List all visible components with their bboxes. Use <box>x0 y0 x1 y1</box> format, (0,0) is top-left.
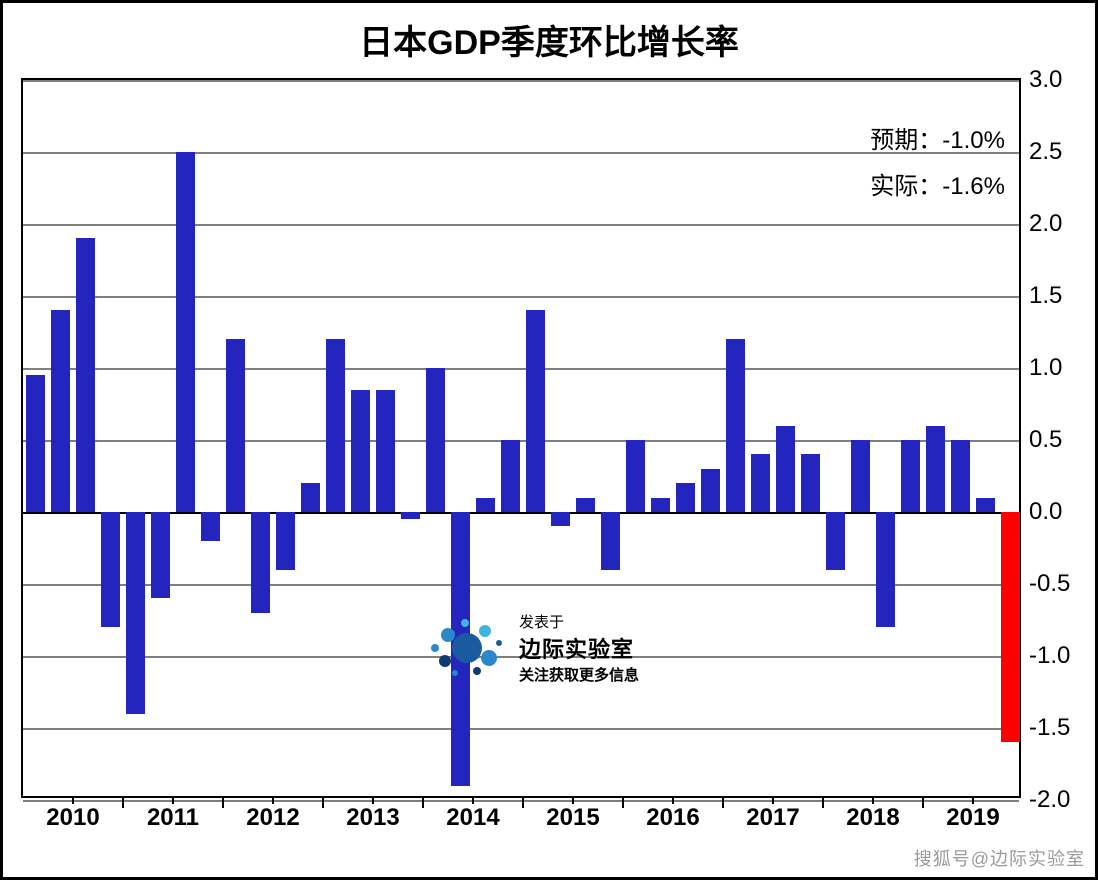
bar <box>951 440 971 512</box>
x-separator <box>522 796 524 808</box>
bar <box>401 512 421 519</box>
watermark-line1: 发表于 <box>519 611 639 632</box>
x-tick-label: 2012 <box>233 804 313 832</box>
x-tick-label: 2011 <box>133 804 213 832</box>
bar <box>376 390 396 512</box>
x-tick <box>472 796 474 804</box>
x-tick-label: 2019 <box>933 804 1013 832</box>
gridline <box>23 584 1019 586</box>
bar <box>301 483 321 512</box>
gridline <box>23 512 1019 514</box>
gridline <box>23 296 1019 298</box>
x-tick-label: 2018 <box>833 804 913 832</box>
bar <box>76 238 96 512</box>
bar <box>726 339 746 512</box>
y-tick-label: -1.5 <box>1029 714 1079 742</box>
bar <box>676 483 696 512</box>
x-tick <box>272 796 274 804</box>
x-tick-label: 2015 <box>533 804 613 832</box>
bar <box>626 440 646 512</box>
y-tick-label: -2.0 <box>1029 786 1079 814</box>
bar <box>251 512 271 613</box>
watermark-line2: 边际实验室 <box>519 632 639 664</box>
bar <box>426 368 446 512</box>
gridline <box>23 368 1019 370</box>
gridline <box>23 728 1019 730</box>
bar <box>326 339 346 512</box>
bar <box>601 512 621 570</box>
x-tick <box>572 796 574 804</box>
y-tick-label: 2.5 <box>1029 138 1079 166</box>
x-tick <box>372 796 374 804</box>
bar <box>851 440 871 512</box>
bar <box>476 498 496 512</box>
bar <box>51 310 71 512</box>
bar <box>576 498 596 512</box>
bar <box>501 440 521 512</box>
x-tick-label: 2016 <box>633 804 713 832</box>
bar <box>826 512 846 570</box>
x-separator <box>222 796 224 808</box>
bar <box>351 390 371 512</box>
x-tick <box>972 796 974 804</box>
chart-title: 日本GDP季度环比增长率 <box>3 15 1095 64</box>
x-tick-label: 2010 <box>33 804 113 832</box>
annotation-actual: 实际：-1.6% <box>870 164 1005 210</box>
annotation-expected: 预期：-1.0% <box>870 118 1005 164</box>
x-separator <box>322 796 324 808</box>
bar <box>901 440 921 512</box>
bar <box>976 498 996 512</box>
y-tick-label: 1.0 <box>1029 354 1079 382</box>
gridline <box>23 80 1019 82</box>
y-tick-label: -1.0 <box>1029 642 1079 670</box>
x-separator <box>422 796 424 808</box>
bar <box>926 426 946 512</box>
x-tick-label: 2013 <box>333 804 413 832</box>
bar <box>1001 512 1021 742</box>
bar <box>551 512 571 526</box>
y-tick-label: -0.5 <box>1029 570 1079 598</box>
bar <box>151 512 171 598</box>
bar <box>201 512 221 541</box>
gridline <box>23 224 1019 226</box>
x-tick <box>172 796 174 804</box>
annotation-box: 预期：-1.0% 实际：-1.6% <box>870 118 1005 209</box>
y-tick-label: 0.5 <box>1029 426 1079 454</box>
bar <box>26 375 46 512</box>
x-tick <box>872 796 874 804</box>
bar <box>701 469 721 512</box>
bar <box>126 512 146 714</box>
y-tick-label: 2.0 <box>1029 210 1079 238</box>
y-tick-label: 3.0 <box>1029 66 1079 94</box>
bar <box>876 512 896 627</box>
watermark: 发表于 边际实验室 关注获取更多信息 <box>423 611 639 685</box>
x-tick <box>72 796 74 804</box>
x-separator <box>822 796 824 808</box>
watermark-logo-icon <box>423 613 511 683</box>
x-separator <box>122 796 124 808</box>
x-tick <box>772 796 774 804</box>
bar <box>526 310 546 512</box>
x-tick-label: 2017 <box>733 804 813 832</box>
bar <box>651 498 671 512</box>
corner-credit: 搜狐号@边际实验室 <box>914 845 1085 871</box>
chart-card: 日本GDP季度环比增长率 -2.0 -1.5 -1.0 -0.5 0.0 0.5 1.0 1.… <box>0 0 1098 880</box>
x-separator <box>622 796 624 808</box>
x-separator <box>722 796 724 808</box>
bar <box>801 454 821 512</box>
bar <box>176 152 196 512</box>
bar <box>101 512 121 627</box>
y-tick-label: 1.5 <box>1029 282 1079 310</box>
bar <box>776 426 796 512</box>
bar <box>226 339 246 512</box>
y-tick-label: 0.0 <box>1029 498 1079 526</box>
watermark-text: 发表于 边际实验室 关注获取更多信息 <box>519 611 639 685</box>
x-tick <box>672 796 674 804</box>
x-separator <box>922 796 924 808</box>
bar <box>751 454 771 512</box>
watermark-line3: 关注获取更多信息 <box>519 664 639 685</box>
x-tick-label: 2014 <box>433 804 513 832</box>
bar <box>276 512 296 570</box>
